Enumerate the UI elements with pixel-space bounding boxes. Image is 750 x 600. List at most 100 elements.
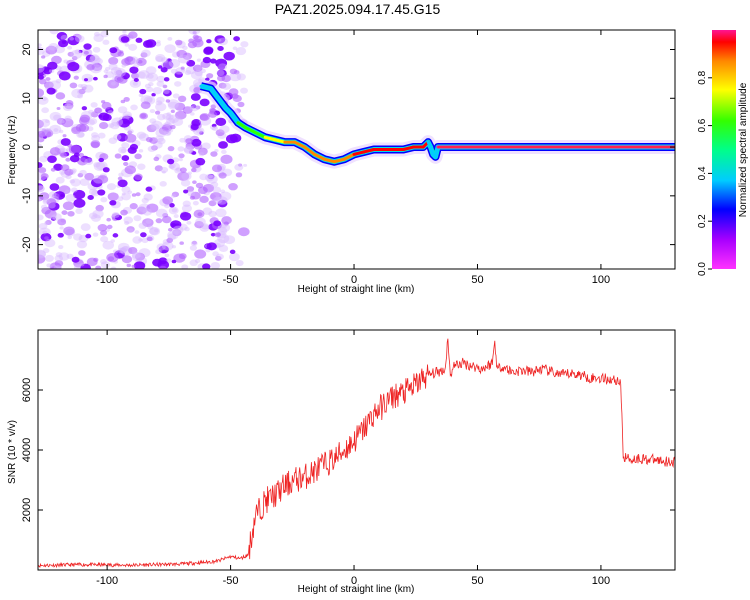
noise-blob — [206, 175, 218, 184]
noise-blob — [91, 134, 101, 142]
noise-blob — [126, 56, 134, 62]
ridge-segment — [253, 130, 267, 139]
noise-blob — [102, 39, 110, 45]
noise-blob — [94, 107, 102, 114]
snr-x-tick-label: 100 — [592, 575, 610, 587]
noise-blob — [156, 96, 165, 104]
noise-blob — [219, 191, 232, 201]
noise-blob — [73, 75, 79, 80]
noise-blob — [217, 64, 226, 70]
noise-blob — [83, 84, 94, 93]
spectrogram-y-tick-label: 20 — [21, 43, 33, 55]
colorbar-tick-label: 0.4 — [697, 166, 708, 180]
noise-blob — [65, 174, 72, 180]
noise-blob — [67, 235, 73, 240]
noise-blob — [100, 197, 108, 203]
noise-blob — [59, 170, 66, 175]
noise-blob — [171, 259, 177, 264]
noise-blob — [163, 77, 170, 82]
noise-blob — [100, 230, 108, 236]
noise-blob — [102, 167, 110, 173]
noise-blob — [120, 209, 128, 216]
ridge-segment — [243, 126, 257, 134]
snr-frame — [37, 329, 676, 571]
noise-blob — [139, 88, 147, 95]
colorbar-tick-label: 0.0 — [697, 262, 708, 276]
noise-blob — [133, 215, 142, 222]
noise-blob — [80, 263, 91, 269]
noise-blob — [167, 36, 173, 41]
noise-blob — [45, 77, 51, 81]
noise-blob — [199, 98, 210, 107]
noise-blob — [54, 255, 64, 262]
noise-blob — [77, 157, 88, 166]
noise-blob — [133, 62, 140, 68]
colorbar: 0.0 0.2 0.4 0.6 0.8 Normalized spectral ampl… — [697, 30, 749, 276]
noise-blob — [60, 34, 69, 41]
noise-blob — [151, 120, 163, 130]
noise-blob — [53, 128, 59, 132]
noise-blob — [134, 230, 140, 234]
noise-blob — [79, 178, 90, 186]
noise-blob — [109, 200, 117, 206]
noise-blob — [206, 242, 217, 251]
noise-blob — [209, 58, 217, 64]
noise-blob — [38, 136, 41, 141]
noise-blob — [44, 254, 54, 262]
noise-blob — [83, 43, 92, 50]
noise-blob — [134, 173, 143, 181]
noise-blob — [164, 121, 171, 127]
snr-x-tick-label: 0 — [351, 575, 357, 587]
noise-blob — [202, 207, 213, 215]
noise-blob — [192, 200, 199, 206]
noise-blob — [192, 64, 203, 72]
noise-blob — [38, 183, 44, 191]
ridge-segment — [229, 111, 240, 125]
noise-blob — [100, 236, 109, 243]
spectrogram-frame — [37, 29, 676, 270]
noise-blob — [53, 163, 63, 171]
noise-blob — [106, 224, 113, 230]
noise-blob — [234, 163, 244, 171]
noise-blob — [110, 239, 115, 243]
noise-blob — [179, 167, 187, 173]
noise-blob — [213, 196, 223, 204]
noise-blob — [129, 203, 138, 210]
noise-blob — [127, 190, 133, 195]
noise-blob — [215, 208, 227, 218]
noise-blob — [214, 148, 219, 153]
snr-y-tick-label: 4000 — [21, 438, 33, 462]
noise-blob — [156, 80, 165, 87]
spectrogram-y-tick-label: -10 — [21, 188, 33, 204]
noise-blob — [54, 260, 64, 267]
noise-blob — [134, 59, 139, 63]
noise-blob — [199, 173, 208, 181]
noise-blob — [44, 238, 56, 248]
noise-blob — [194, 258, 201, 264]
noise-blob — [112, 249, 119, 254]
noise-blob — [38, 249, 46, 259]
noise-blob — [60, 119, 65, 124]
noise-blob — [44, 236, 49, 240]
noise-blob — [231, 93, 239, 99]
noise-blob — [73, 233, 83, 241]
noise-blob — [101, 101, 112, 110]
noise-blob — [172, 229, 182, 237]
noise-blob — [161, 124, 172, 132]
noise-blob — [181, 264, 189, 269]
noise-blob — [38, 96, 49, 105]
noise-blob — [38, 46, 45, 56]
noise-blob — [147, 224, 154, 230]
noise-blob — [102, 240, 115, 250]
noise-blob — [155, 218, 163, 224]
noise-blob — [132, 236, 142, 244]
noise-blob — [38, 214, 44, 221]
noise-blob — [60, 138, 71, 146]
noise-blob — [177, 54, 190, 64]
noise-blob — [112, 233, 119, 238]
noise-blob — [170, 109, 175, 113]
snr-x-ticks: -100 -50 0 50 100 — [96, 330, 610, 587]
noise-blob — [210, 104, 217, 109]
noise-blob — [164, 203, 171, 209]
noise-blob — [38, 238, 41, 242]
